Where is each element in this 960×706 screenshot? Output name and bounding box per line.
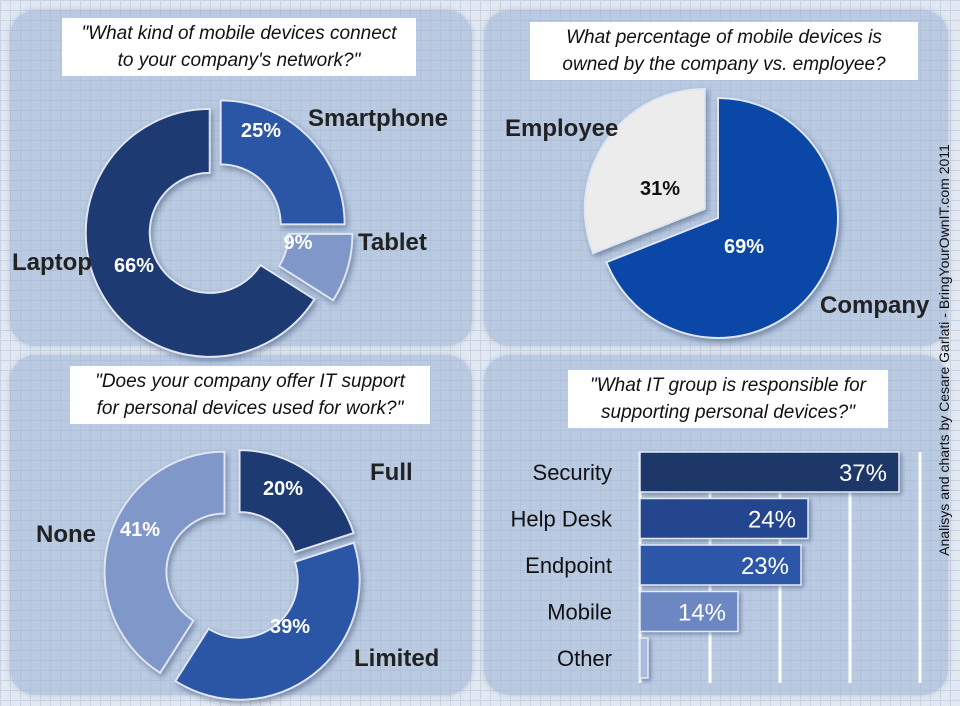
category-label: Other bbox=[557, 646, 612, 671]
slice-full bbox=[238, 449, 355, 554]
data-label: 20% bbox=[263, 478, 303, 500]
data-label: 37% bbox=[839, 460, 887, 487]
data-label: 39% bbox=[270, 616, 310, 638]
data-label: 14% bbox=[678, 600, 726, 627]
slice-limited bbox=[173, 541, 361, 701]
chart-title-it-group: "What IT group is responsible for suppor… bbox=[568, 370, 888, 428]
data-label: 69% bbox=[724, 236, 764, 258]
data-label: 31% bbox=[640, 178, 680, 200]
category-label: Laptop bbox=[12, 249, 92, 276]
chart-title-device-types: "What kind of mobile devices connect to … bbox=[62, 18, 416, 76]
category-label: Limited bbox=[354, 645, 439, 672]
bar-mobile bbox=[639, 590, 739, 633]
category-label: Security bbox=[533, 460, 612, 485]
category-label: Company bbox=[820, 292, 930, 319]
data-label: 23% bbox=[741, 553, 789, 580]
category-label: Mobile bbox=[547, 600, 612, 625]
category-label: Tablet bbox=[358, 229, 427, 256]
category-label: Employee bbox=[505, 115, 618, 142]
slice-employee bbox=[583, 88, 706, 255]
data-label: 9% bbox=[284, 232, 313, 254]
slice-none bbox=[103, 450, 226, 675]
category-label: Help Desk bbox=[511, 507, 613, 532]
category-label: Smartphone bbox=[308, 105, 448, 132]
category-label: None bbox=[36, 521, 96, 548]
data-label: 24% bbox=[748, 507, 796, 534]
bar-security bbox=[639, 451, 900, 493]
chart-title-ownership: What percentage of mobile devices is own… bbox=[530, 22, 918, 80]
bar-help-desk bbox=[639, 497, 809, 540]
bar-endpoint bbox=[639, 544, 802, 586]
bar-other bbox=[639, 637, 649, 679]
category-label: Full bbox=[370, 459, 413, 486]
slice-company bbox=[605, 96, 839, 339]
chart-title-it-support: "Does your company offer IT support for … bbox=[70, 366, 430, 424]
data-label: 41% bbox=[120, 519, 160, 541]
credit-text: Analisys and charts by Cesare Garlati - … bbox=[936, 144, 952, 556]
slice-tablet bbox=[277, 232, 354, 302]
data-label: 66% bbox=[114, 255, 154, 277]
slice-laptop bbox=[84, 107, 316, 358]
category-label: Endpoint bbox=[525, 553, 612, 578]
data-label: 25% bbox=[241, 120, 281, 142]
slice-smartphone bbox=[219, 99, 346, 226]
